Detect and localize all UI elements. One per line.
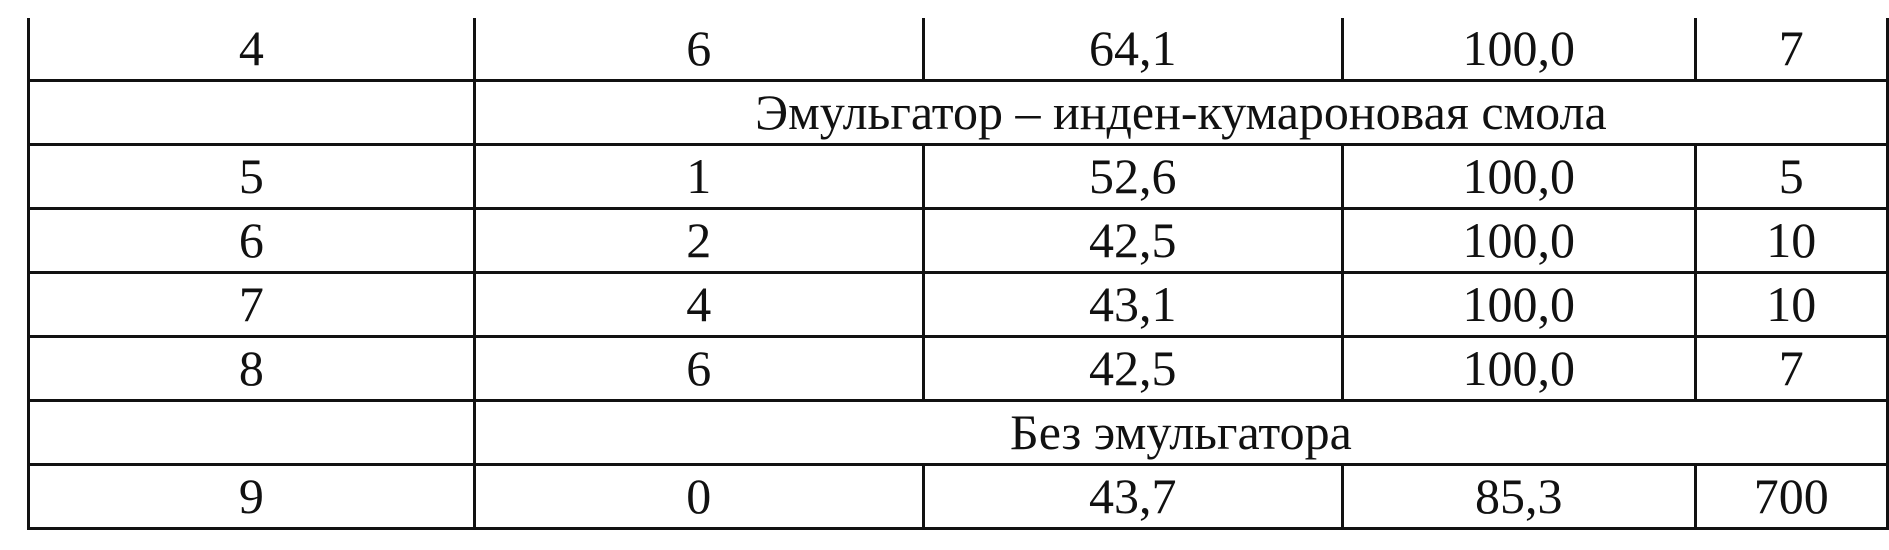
- data-table: 4664,1100,07Эмульгатор – инден-кумаронов…: [27, 18, 1889, 530]
- section-label: Без эмульгатора: [474, 400, 1887, 464]
- table-row: 4664,1100,07: [29, 18, 1888, 80]
- table-cell: 43,7: [923, 464, 1342, 528]
- table-cell: 100,0: [1342, 144, 1695, 208]
- table-cell: 10: [1695, 208, 1887, 272]
- table-cell: 100,0: [1342, 336, 1695, 400]
- table-cell: 42,5: [923, 336, 1342, 400]
- table-cell: 2: [474, 208, 923, 272]
- empty-cell: [29, 80, 475, 144]
- table-cell: 5: [1695, 144, 1887, 208]
- table-cell: 42,5: [923, 208, 1342, 272]
- table-cell: 100,0: [1342, 208, 1695, 272]
- table-cell: 6: [474, 336, 923, 400]
- table-cell: 7: [29, 272, 475, 336]
- table-cell: 4: [474, 272, 923, 336]
- section-row: Без эмульгатора: [29, 400, 1888, 464]
- table-cell: 6: [474, 18, 923, 80]
- table-cell: 700: [1695, 464, 1887, 528]
- table-cell: 64,1: [923, 18, 1342, 80]
- table-cell: 8: [29, 336, 475, 400]
- table-cell: 43,1: [923, 272, 1342, 336]
- table-cell: 5: [29, 144, 475, 208]
- table-cell: 10: [1695, 272, 1887, 336]
- section-row: Эмульгатор – инден-кумароновая смола: [29, 80, 1888, 144]
- table-cell: 6: [29, 208, 475, 272]
- table-cell: 52,6: [923, 144, 1342, 208]
- table-cell: 1: [474, 144, 923, 208]
- table-cell: 7: [1695, 18, 1887, 80]
- table-cell: 85,3: [1342, 464, 1695, 528]
- table-row: 6242,5100,010: [29, 208, 1888, 272]
- table-cell: 7: [1695, 336, 1887, 400]
- empty-cell: [29, 400, 475, 464]
- table-cell: 0: [474, 464, 923, 528]
- table-row: 7443,1100,010: [29, 272, 1888, 336]
- table-row: 9043,785,3700: [29, 464, 1888, 528]
- table-cell: 4: [29, 18, 475, 80]
- table-cell: 100,0: [1342, 272, 1695, 336]
- table-cell: 100,0: [1342, 18, 1695, 80]
- table-row: 8642,5100,07: [29, 336, 1888, 400]
- table-row: 5152,6100,05: [29, 144, 1888, 208]
- table-cell: 9: [29, 464, 475, 528]
- section-label: Эмульгатор – инден-кумароновая смола: [474, 80, 1887, 144]
